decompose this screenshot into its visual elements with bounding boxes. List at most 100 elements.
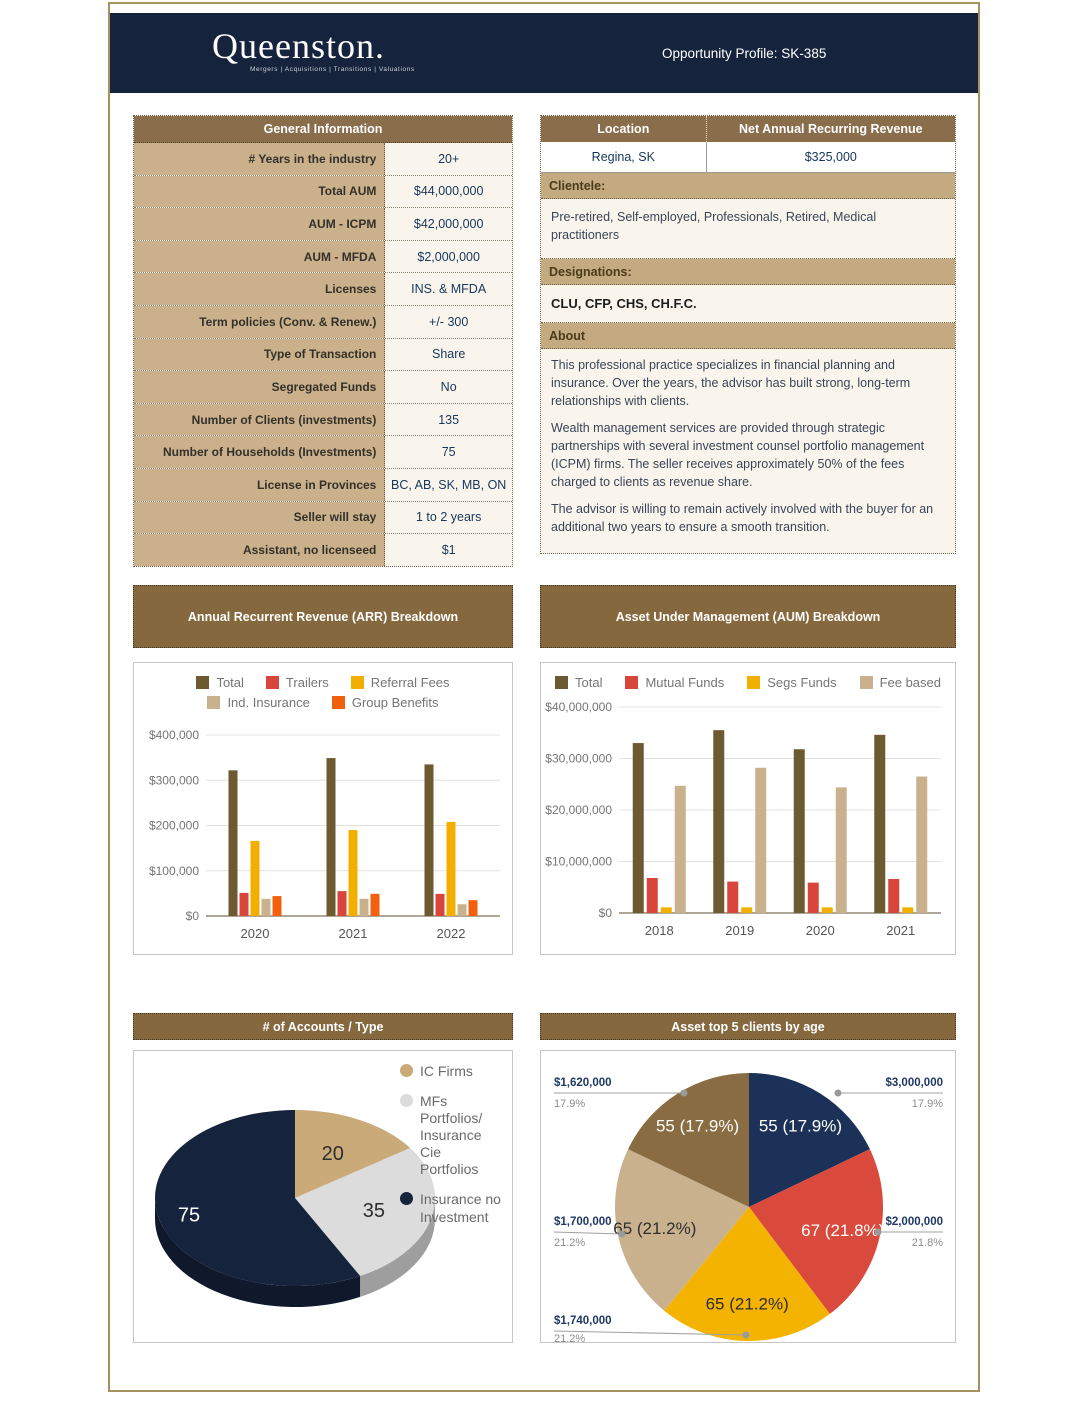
callout-percent: 17.9% [554, 1098, 585, 1110]
bar-segs-funds-2019 [741, 907, 753, 913]
svg-text:2021: 2021 [339, 926, 368, 941]
pie-slice-label: 67 (21.8%) [801, 1221, 884, 1240]
row-label: Type of Transaction [134, 338, 386, 371]
arr-bar-chart: Total Trailers Referral Fees Ind. Insurance… [133, 662, 513, 955]
legend-item: Insurance no Investment [400, 1191, 502, 1225]
row-value: 1 to 2 years [385, 501, 512, 534]
svg-text:$10,000,000: $10,000,000 [545, 855, 612, 869]
arr-chart-title: Annual Recurrent Revenue (ARR) Breakdown [133, 585, 513, 648]
bar-group-benefits-2022 [468, 900, 478, 916]
bar-segs-funds-2018 [660, 907, 672, 913]
about-paragraph: Wealth management services are provided … [551, 421, 925, 489]
accounts-pie-chart: 20 35 75 IC Firms MFs Portfolios/ Insurance … [133, 1050, 513, 1343]
pie3d-canvas: 20 35 75 [155, 1110, 436, 1307]
row-value: $2,000,000 [385, 240, 512, 273]
designations-text: CLU, CFP, CHS, CH.F.C. [541, 285, 955, 323]
legend-label: Referral Fees [370, 675, 450, 690]
table-row: AUM - ICPM $42,000,000 [134, 208, 512, 241]
callout-percent: 17.9% [912, 1098, 943, 1110]
row-label: AUM - MFDA [134, 240, 386, 273]
svg-text:$300,000: $300,000 [149, 773, 199, 787]
table-row: License in Provinces BC, AB, SK, MB, ON [134, 468, 512, 502]
revenue-value: $325,000 [804, 150, 857, 164]
bar-total-2021 [874, 734, 886, 913]
bar-chart-canvas: $0 $10,000,000 $20,000,000 $30,000,000 $40,0… [545, 700, 941, 938]
location-value: Regina, SK [541, 142, 707, 172]
callout-amount: $3,000,000 [885, 1077, 943, 1089]
svg-text:$400,000: $400,000 [149, 728, 199, 742]
bar-mutual-funds-2018 [646, 877, 658, 913]
legend-swatch [207, 696, 221, 709]
pie-slice-value: 35 [363, 1200, 385, 1222]
bar-segs-funds-2020 [821, 907, 833, 913]
row-label: Seller will stay [134, 501, 386, 534]
bar-referral-fees-2022 [446, 821, 456, 916]
legend-swatch [350, 676, 364, 689]
bar-trailers-2022 [435, 893, 445, 916]
bar-mutual-funds-2021 [888, 879, 900, 913]
row-label: Licenses [134, 273, 386, 305]
svg-text:2019: 2019 [725, 923, 754, 938]
svg-text:2018: 2018 [645, 923, 674, 938]
table-rows: # Years in the industry 20+ Total AUM $44,0… [134, 143, 512, 566]
pie-slice-value: 20 [322, 1143, 344, 1165]
pie-slice [749, 1073, 870, 1207]
legend-label: Fee based [879, 675, 941, 690]
bar-ind-insurance-2021 [359, 898, 369, 916]
legend-item: Group Benefits [331, 695, 439, 710]
legend-label: Group Benefits [351, 695, 439, 710]
pie-slice-label: 55 (17.9%) [656, 1116, 739, 1135]
table-row: Seller will stay 1 to 2 years [134, 501, 512, 535]
legend-item: Total [555, 675, 602, 690]
row-value: 75 [385, 436, 512, 468]
legend-item: Ind. Insurance [207, 695, 310, 710]
legend-label: Mutual Funds [645, 675, 725, 690]
bar-total-2022 [424, 764, 434, 916]
pie-slice [749, 1149, 883, 1314]
table-row: # Years in the industry 20+ [134, 143, 512, 176]
svg-text:$100,000: $100,000 [149, 864, 199, 878]
location-header-row: Location Net Annual Recurring Revenue [541, 116, 955, 142]
legend-swatch [400, 1094, 413, 1108]
legend-label: MFs Portfolios/ Insurance Cie Portfolios [420, 1093, 483, 1178]
bar-mutual-funds-2020 [807, 882, 819, 913]
bar-total-2018 [632, 743, 644, 913]
pie-slice [628, 1073, 749, 1207]
row-value: 135 [385, 403, 512, 436]
row-value: No [385, 371, 512, 403]
table-row: AUM - MFDA $2,000,000 [134, 240, 512, 274]
location-value-row: Regina, SK $325,000 [541, 142, 955, 173]
row-value: INS. & MFDA [385, 273, 512, 305]
table-row: Number of Households (Investments) 75 [134, 436, 512, 469]
bar-chart-canvas: $0 $100,000 $200,000 $300,000 $400,000 2020 20… [149, 728, 500, 941]
callout-percent: 21.2% [554, 1237, 585, 1249]
pie-canvas: 55 (17.9%) 67 (21.8%) 65 (21.2%) 65 (21.2%)… [553, 1073, 943, 1342]
pie-slice-label: 65 (21.2%) [706, 1294, 789, 1313]
bar-fee-based-2019 [755, 767, 767, 913]
legend-swatch [400, 1064, 413, 1077]
bar-total-2020 [793, 749, 805, 913]
pie-slice-value: 75 [178, 1204, 200, 1226]
bar-total-2020 [228, 770, 238, 916]
legend-item: Fee based [859, 675, 941, 690]
pie-slice [295, 1110, 411, 1198]
legend-item: Total [196, 675, 244, 690]
pie-slice-label: 55 (17.9%) [759, 1116, 842, 1135]
bar-trailers-2021 [337, 891, 347, 916]
legend-item: Mutual Funds [625, 675, 724, 690]
svg-text:$0: $0 [599, 906, 613, 920]
document-page: Queenston. Mergers | Acquisitions | Tran… [108, 2, 980, 1392]
callout-dot [618, 1230, 626, 1238]
bar-group-benefits-2020 [272, 896, 282, 916]
pie-slice [155, 1110, 361, 1286]
legend-swatch [400, 1192, 413, 1206]
legend-swatch [265, 676, 279, 689]
aum-chart-title: Asset Under Management (AUM) Breakdown [540, 585, 956, 648]
callout-amount: $2,000,000 [885, 1216, 943, 1228]
legend-label: Total [575, 675, 603, 690]
opportunity-profile-label: Opportunity Profile: SK-385 [662, 45, 827, 61]
table-row: Number of Clients (investments) 135 [134, 403, 512, 437]
bar-group-benefits-2021 [370, 893, 380, 916]
row-value: +/- 300 [385, 305, 512, 338]
legend-item: IC Firms [400, 1063, 502, 1080]
